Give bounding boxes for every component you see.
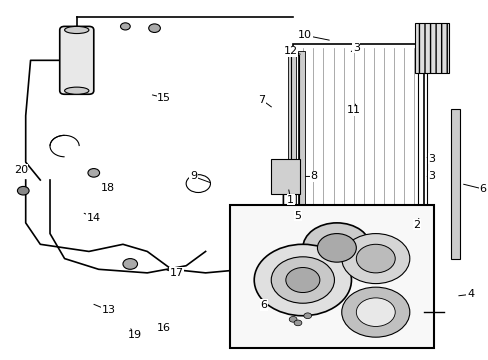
Text: 12: 12: [283, 46, 297, 57]
Text: 6: 6: [478, 184, 485, 194]
Text: 2: 2: [413, 220, 420, 230]
Bar: [414, 23, 448, 73]
Ellipse shape: [64, 26, 89, 33]
Text: 20: 20: [14, 165, 28, 175]
Circle shape: [303, 313, 311, 319]
Bar: [287, 51, 295, 294]
Circle shape: [288, 316, 296, 322]
Text: 15: 15: [157, 93, 171, 103]
Circle shape: [302, 223, 370, 273]
Circle shape: [356, 244, 394, 273]
Circle shape: [122, 258, 137, 269]
Circle shape: [341, 234, 409, 284]
Text: 8: 8: [310, 171, 317, 181]
Bar: [297, 51, 305, 294]
Text: 16: 16: [157, 323, 171, 333]
Text: 1: 1: [286, 195, 294, 204]
Bar: [417, 55, 426, 305]
Bar: [229, 205, 433, 348]
Circle shape: [148, 24, 160, 32]
Text: 4: 4: [466, 289, 473, 299]
Text: 3: 3: [352, 43, 359, 53]
Bar: [292, 44, 424, 301]
Text: 6: 6: [260, 300, 267, 310]
Text: 5: 5: [294, 211, 301, 221]
Text: 10: 10: [298, 30, 312, 40]
Circle shape: [356, 298, 394, 327]
Text: 17: 17: [169, 268, 183, 278]
Circle shape: [120, 23, 130, 30]
Text: 18: 18: [101, 183, 115, 193]
Bar: [271, 158, 300, 194]
Bar: [290, 55, 299, 305]
Text: 11: 11: [346, 105, 360, 115]
Circle shape: [18, 186, 29, 195]
Text: 19: 19: [128, 330, 142, 341]
Circle shape: [254, 244, 351, 316]
Ellipse shape: [64, 87, 89, 94]
Circle shape: [271, 257, 334, 303]
Circle shape: [317, 234, 356, 262]
Circle shape: [88, 168, 100, 177]
Text: 3: 3: [427, 171, 434, 181]
Bar: [450, 109, 459, 258]
Text: 3: 3: [427, 154, 434, 163]
Circle shape: [285, 267, 319, 293]
Text: 9: 9: [189, 171, 197, 181]
FancyBboxPatch shape: [60, 26, 94, 94]
Circle shape: [341, 287, 409, 337]
Text: 14: 14: [86, 212, 101, 222]
Circle shape: [293, 320, 301, 326]
Text: 13: 13: [101, 305, 115, 315]
Text: 7: 7: [258, 95, 264, 105]
